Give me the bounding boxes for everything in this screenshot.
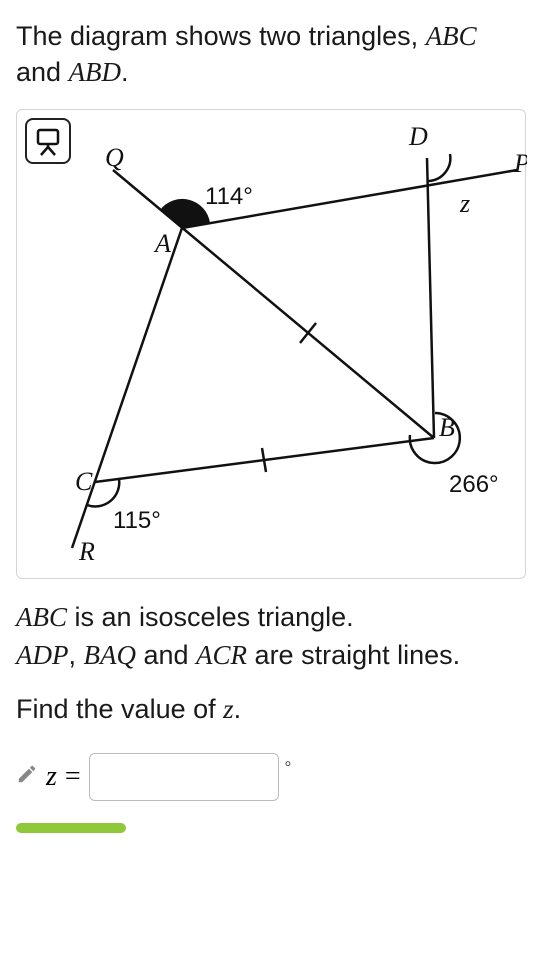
given-info: ABC is an isosceles triangle. ADP, BAQ a…	[16, 599, 529, 675]
angle-115: 115°	[113, 507, 161, 534]
answer-input[interactable]	[89, 753, 279, 801]
intro-t2: ABD	[69, 57, 121, 87]
label-P: P	[513, 149, 527, 178]
progress-bar	[16, 823, 126, 833]
geometry-diagram: A B C D Q R P z 114° 115° 266°	[17, 110, 527, 580]
intro-mid: and	[16, 57, 69, 87]
whiteboard-button[interactable]	[25, 118, 71, 164]
arc-angle-z	[428, 154, 450, 181]
degree-symbol: °	[285, 759, 291, 777]
label-Q: Q	[105, 143, 124, 172]
question-prompt: Find the value of z.	[16, 694, 529, 725]
intro-suffix: .	[121, 57, 129, 87]
intro-t1: ABC	[426, 21, 477, 51]
angle-114: 114°	[205, 183, 253, 210]
label-R: R	[78, 537, 95, 566]
prompt-var: z	[223, 694, 234, 724]
given-comma: ,	[68, 640, 83, 670]
given-l1b: is an isosceles triangle.	[67, 602, 354, 632]
given-ABC: ABC	[16, 602, 67, 632]
label-z: z	[459, 189, 470, 218]
given-l2f: are straight lines.	[247, 640, 460, 670]
prompt-pre: Find the value of	[16, 694, 223, 724]
label-D: D	[408, 122, 428, 151]
angle-266: 266°	[449, 471, 499, 498]
answer-var: z	[46, 761, 57, 793]
label-C: C	[75, 467, 93, 496]
diagram-container: A B C D Q R P z 114° 115° 266°	[16, 109, 526, 579]
tick-AB	[300, 323, 316, 343]
answer-eq: =	[65, 761, 81, 793]
line-DB	[427, 158, 434, 438]
label-A: A	[153, 229, 171, 258]
line-RCA	[72, 228, 182, 548]
intro-prefix: The diagram shows two triangles,	[16, 21, 426, 51]
prompt-post: .	[234, 694, 242, 724]
answer-row: z = °	[16, 753, 529, 801]
intro-text: The diagram shows two triangles, ABC and…	[16, 18, 529, 91]
given-ADP: ADP	[16, 640, 68, 670]
given-BAQ: BAQ	[84, 640, 136, 670]
easel-icon	[33, 126, 63, 156]
given-and: and	[136, 640, 196, 670]
given-ACR: ACR	[196, 640, 247, 670]
label-B: B	[439, 413, 455, 442]
pencil-icon	[16, 762, 38, 792]
arc-angle-A	[160, 199, 210, 228]
